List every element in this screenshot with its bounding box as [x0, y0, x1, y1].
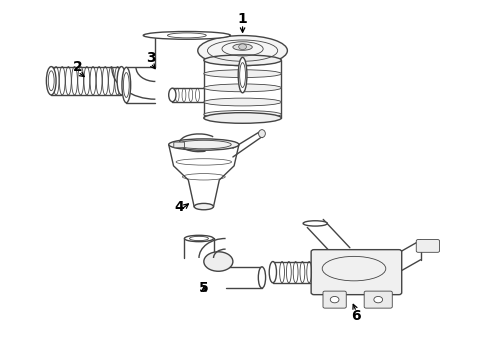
Text: 1: 1: [238, 12, 247, 26]
Circle shape: [374, 296, 383, 303]
Circle shape: [239, 44, 246, 50]
Ellipse shape: [184, 235, 214, 242]
Ellipse shape: [204, 252, 233, 271]
Ellipse shape: [204, 98, 281, 106]
Ellipse shape: [233, 44, 252, 50]
Ellipse shape: [117, 67, 126, 95]
Circle shape: [330, 296, 339, 303]
Ellipse shape: [198, 36, 288, 66]
Text: 6: 6: [352, 310, 361, 324]
Ellipse shape: [143, 31, 230, 39]
Text: 2: 2: [73, 59, 83, 73]
Ellipse shape: [194, 203, 214, 210]
Ellipse shape: [303, 221, 327, 226]
Ellipse shape: [204, 55, 281, 66]
Ellipse shape: [259, 130, 266, 138]
Ellipse shape: [204, 111, 281, 118]
FancyBboxPatch shape: [311, 249, 402, 295]
Ellipse shape: [169, 139, 239, 150]
FancyBboxPatch shape: [323, 291, 346, 308]
Ellipse shape: [258, 267, 266, 288]
Ellipse shape: [204, 113, 281, 123]
FancyBboxPatch shape: [416, 239, 440, 252]
Ellipse shape: [238, 57, 247, 93]
Text: 3: 3: [146, 51, 155, 65]
FancyBboxPatch shape: [174, 142, 184, 148]
Ellipse shape: [269, 261, 276, 283]
Text: 4: 4: [175, 199, 184, 213]
Ellipse shape: [169, 88, 176, 102]
Ellipse shape: [47, 67, 56, 95]
Ellipse shape: [204, 84, 281, 92]
Text: 5: 5: [199, 281, 209, 295]
FancyBboxPatch shape: [364, 291, 392, 308]
Ellipse shape: [122, 67, 131, 103]
Ellipse shape: [204, 70, 281, 77]
